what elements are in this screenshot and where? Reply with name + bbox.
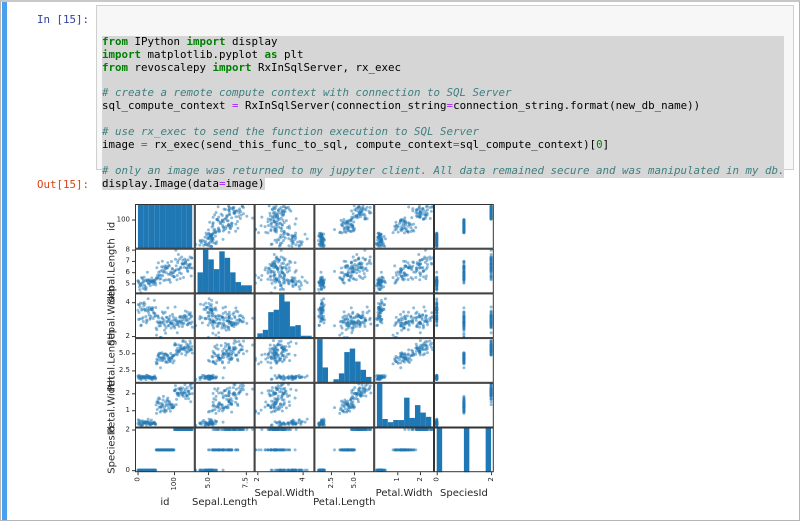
output-figure (99, 195, 501, 513)
selected-cell-indicator-bar (2, 2, 7, 520)
code-lines: from IPython import display import matplo… (102, 34, 785, 190)
code-editor[interactable]: from IPython import display import matplo… (96, 5, 794, 190)
output-prompt: Out[15]: (36, 178, 89, 191)
input-prompt: In [15]: (36, 13, 89, 26)
scatter-matrix-canvas (99, 195, 501, 513)
